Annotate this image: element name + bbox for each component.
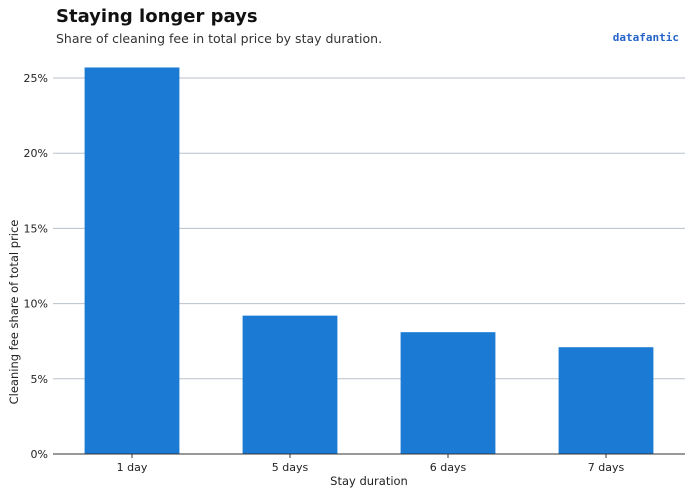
y-tick-label: 5%	[31, 373, 48, 386]
y-tick-label: 25%	[24, 72, 48, 85]
bars	[84, 67, 654, 455]
x-tick-label: 5 days	[272, 461, 309, 474]
brand-logo: datafantic	[612, 31, 679, 44]
bar	[558, 347, 654, 454]
y-tick-label: 15%	[24, 222, 48, 235]
chart-subtitle: Share of cleaning fee in total price by …	[56, 31, 383, 46]
y-tick-label: 0%	[31, 448, 48, 461]
bar	[400, 332, 496, 454]
y-tick-label: 20%	[24, 147, 48, 160]
bar	[242, 315, 338, 454]
axes: 0% 5% 10% 15% 20% 25% 1 day 5 days 6 days 7 days	[24, 72, 685, 474]
x-tick-label: 6 days	[430, 461, 467, 474]
x-tick-label: 7 days	[588, 461, 625, 474]
y-axis-title: Cleaning fee share of total price	[7, 220, 21, 405]
y-tick-label: 10%	[24, 298, 48, 311]
chart-title: Staying longer pays	[56, 6, 258, 27]
x-axis-title: Stay duration	[330, 474, 408, 488]
x-tick-label: 1 day	[117, 461, 148, 474]
bar	[84, 67, 180, 455]
